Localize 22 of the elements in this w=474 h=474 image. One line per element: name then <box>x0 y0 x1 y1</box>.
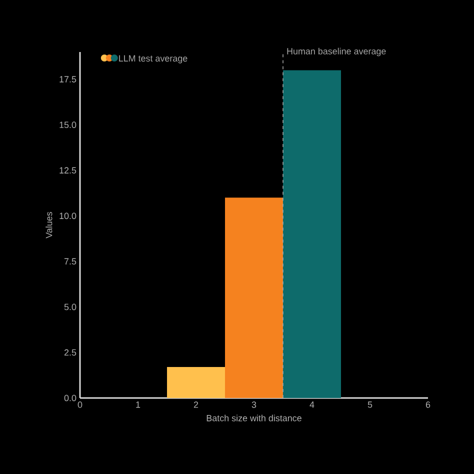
legend-label: LLM test average <box>119 55 188 64</box>
y-tick-label: 2.5 <box>64 349 76 356</box>
x-tick-label: 2 <box>194 402 198 408</box>
bar <box>167 367 225 398</box>
x-tick-label: 1 <box>136 402 140 408</box>
bar <box>283 70 341 398</box>
y-tick-label: 7.5 <box>64 258 76 265</box>
y-tick-label: 17.5 <box>60 76 76 82</box>
x-tick-label: 6 <box>426 402 430 408</box>
y-tick-label: 0.0 <box>64 394 76 402</box>
y-tick-label: 15.0 <box>60 122 76 128</box>
x-tick-label: 5 <box>368 402 372 408</box>
ref-line-label: Human baseline average <box>287 48 386 56</box>
y-tick-label: 12.5 <box>60 167 76 174</box>
y-tick-label: 10.0 <box>60 212 76 220</box>
x-tick-label: 3 <box>252 402 256 408</box>
x-tick-label: 0 <box>78 402 82 408</box>
x-tick-label: 4 <box>310 402 314 408</box>
y-axis-title: Values <box>46 212 52 238</box>
y-tick-label: 5.0 <box>64 304 76 310</box>
bar <box>225 198 283 398</box>
x-axis-title: Batch size with distance <box>206 414 302 422</box>
